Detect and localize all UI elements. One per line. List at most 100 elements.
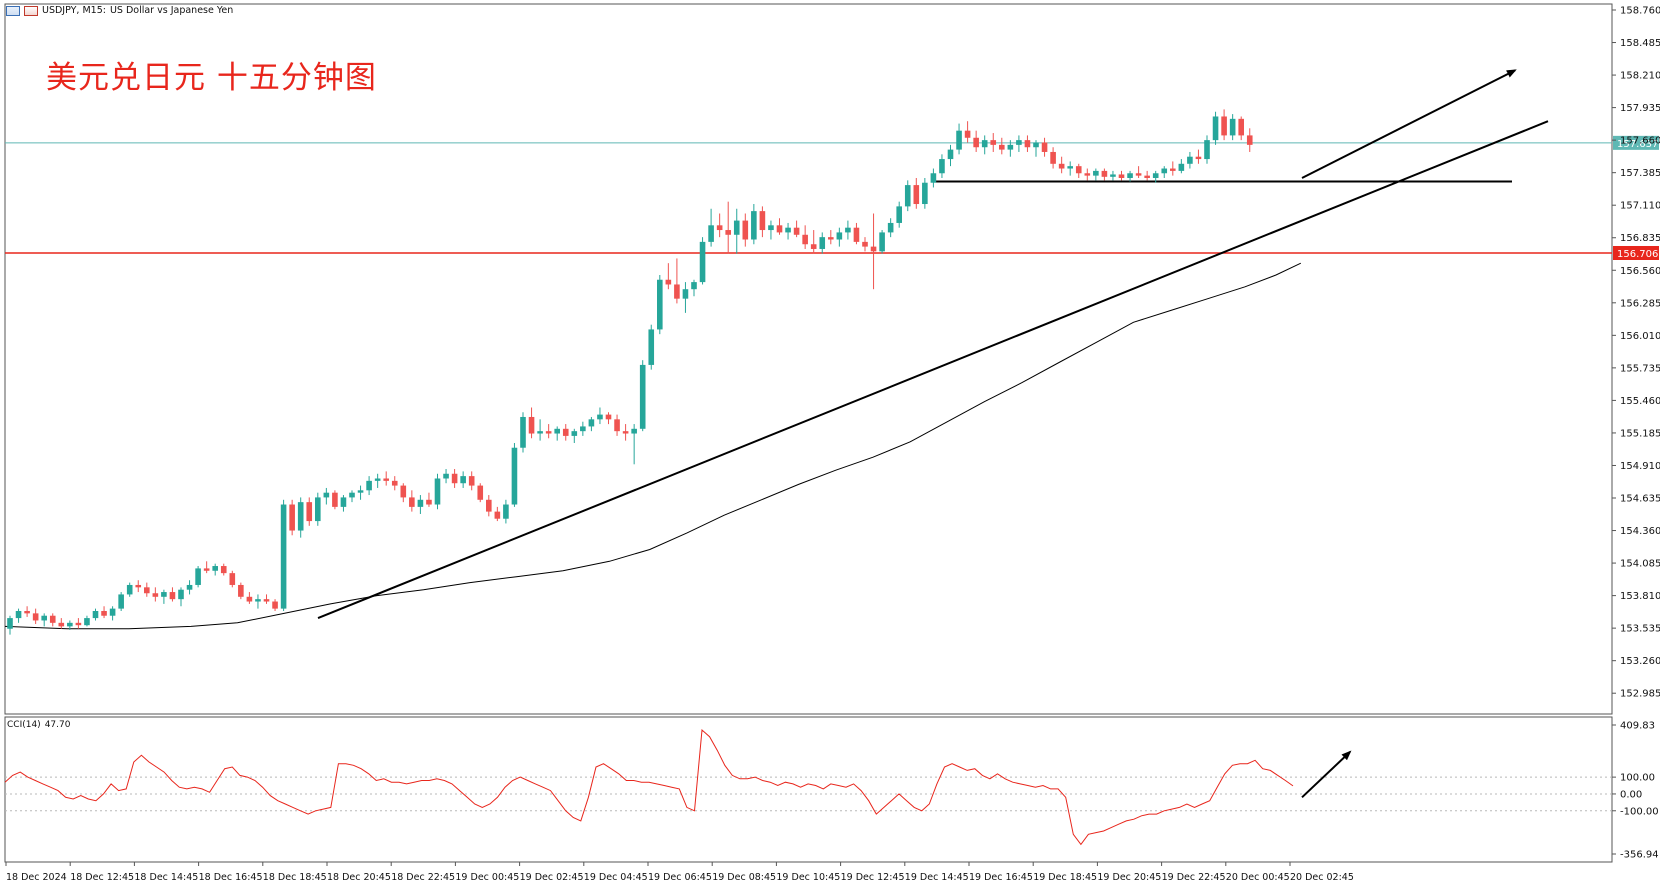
candle-body (1178, 163, 1185, 171)
candle-body (605, 414, 612, 420)
candle-body (520, 416, 526, 448)
candle-body (229, 573, 236, 585)
price-tick-label: 153.810 (1620, 591, 1660, 602)
time-tick-label: 19 Dec 14:45 (905, 872, 969, 883)
candle-body (913, 185, 920, 205)
time-tick-label: 20 Dec 02:45 (1290, 872, 1354, 883)
candle-body (879, 232, 885, 252)
main-trendline (317, 120, 1549, 620)
window-icon[interactable] (6, 5, 20, 16)
candle-body (1041, 142, 1048, 152)
price-tick-label: 157.660 (1620, 136, 1660, 147)
candle-body (1067, 166, 1073, 169)
candle-body (443, 473, 449, 479)
candle-body (545, 431, 552, 434)
candle-body (691, 282, 697, 290)
candle-body (494, 511, 501, 519)
candle-body (1238, 118, 1244, 136)
candle-body (255, 599, 261, 602)
price-tick-label: 156.835 (1620, 233, 1660, 244)
candle-body (1016, 140, 1022, 145)
candle-body (810, 244, 817, 249)
price-tick-label: 154.635 (1620, 494, 1660, 505)
candle-body (332, 492, 338, 507)
candle-body (75, 622, 82, 626)
up-arrow-cci (1301, 750, 1352, 799)
candle-body (853, 227, 860, 242)
candle-body (802, 234, 808, 245)
time-tick-label: 20 Dec 00:45 (1226, 872, 1290, 883)
cci-tick-label: 100.00 (1620, 773, 1655, 784)
cci-value: 47.70 (44, 720, 71, 730)
time-tick-label: 18 Dec 14:45 (134, 872, 198, 883)
candle-body (477, 485, 484, 500)
candle-body (246, 596, 253, 602)
candle-body (836, 232, 843, 240)
candle-body (58, 622, 65, 627)
candle-body (699, 241, 706, 283)
candle-body (554, 428, 560, 434)
candle-body (733, 220, 740, 235)
candle-body (101, 610, 107, 616)
candle-body (511, 447, 518, 505)
candle-body (776, 225, 783, 233)
candle-body (144, 587, 150, 594)
candle-body (67, 622, 73, 627)
cci-tick-label: 409.83 (1620, 721, 1655, 732)
candle-body (49, 615, 56, 623)
candle-body (939, 159, 945, 174)
candle-body (1229, 118, 1236, 136)
price-tick-label: 157.385 (1620, 168, 1660, 179)
candle-body (32, 613, 39, 621)
candle-body (1127, 173, 1133, 178)
candle-body (725, 230, 731, 235)
time-tick-label: 18 Dec 18:45 (263, 872, 327, 883)
candle-body (195, 568, 201, 585)
cci-panel-frame (4, 716, 1613, 863)
candle-body (289, 504, 295, 531)
candle-body (828, 237, 834, 240)
price-tick-label: 153.535 (1620, 624, 1660, 635)
candle-body (451, 473, 458, 484)
price-tick-label: 156.285 (1620, 298, 1660, 309)
time-tick-label: 18 Dec 20:45 (327, 872, 391, 883)
price-tick-label: 154.360 (1620, 526, 1660, 537)
chart-frames (4, 3, 1613, 863)
candle-body (528, 416, 535, 434)
candle-body (1135, 173, 1142, 176)
cci-tick-label: -100.00 (1620, 806, 1659, 817)
candle-body (41, 615, 47, 621)
price-tick-label: 153.260 (1620, 656, 1660, 667)
candle-body (1246, 135, 1253, 145)
price-axis[interactable]: 158.760 158.485 158.210 157.935 157.660 157.3… (1612, 6, 1660, 700)
candle-body (768, 225, 774, 231)
candle-body (1110, 174, 1116, 177)
candle-body (648, 329, 655, 365)
price-tick-label: 156.010 (1620, 331, 1660, 342)
candle-body (417, 499, 424, 507)
candle-body (580, 426, 586, 432)
level-price-badge (1613, 245, 1659, 260)
candle-body (793, 227, 800, 235)
candle-body (1084, 173, 1091, 176)
candle-body (169, 592, 176, 600)
candle-body (297, 502, 304, 531)
current-price-label: 157.637 (1617, 139, 1658, 150)
candle-body (1170, 168, 1176, 171)
candle-body (1204, 140, 1210, 160)
candle-body (571, 431, 578, 436)
candle-body (409, 497, 415, 507)
candle-body (135, 584, 142, 588)
candle-body (973, 137, 979, 148)
chart-icon[interactable] (24, 5, 38, 16)
candle-body (152, 593, 159, 597)
time-axis[interactable]: 18 Dec 2024 18 Dec 12:45 18 Dec 14:45 18 De… (5, 862, 1354, 883)
candle-body (597, 414, 603, 420)
candle-body (751, 211, 757, 240)
time-tick-label: 19 Dec 06:45 (648, 872, 712, 883)
candle-body (922, 182, 928, 205)
price-tick-label: 157.110 (1620, 201, 1660, 212)
candle-body (947, 149, 954, 160)
candle-body (357, 490, 364, 493)
